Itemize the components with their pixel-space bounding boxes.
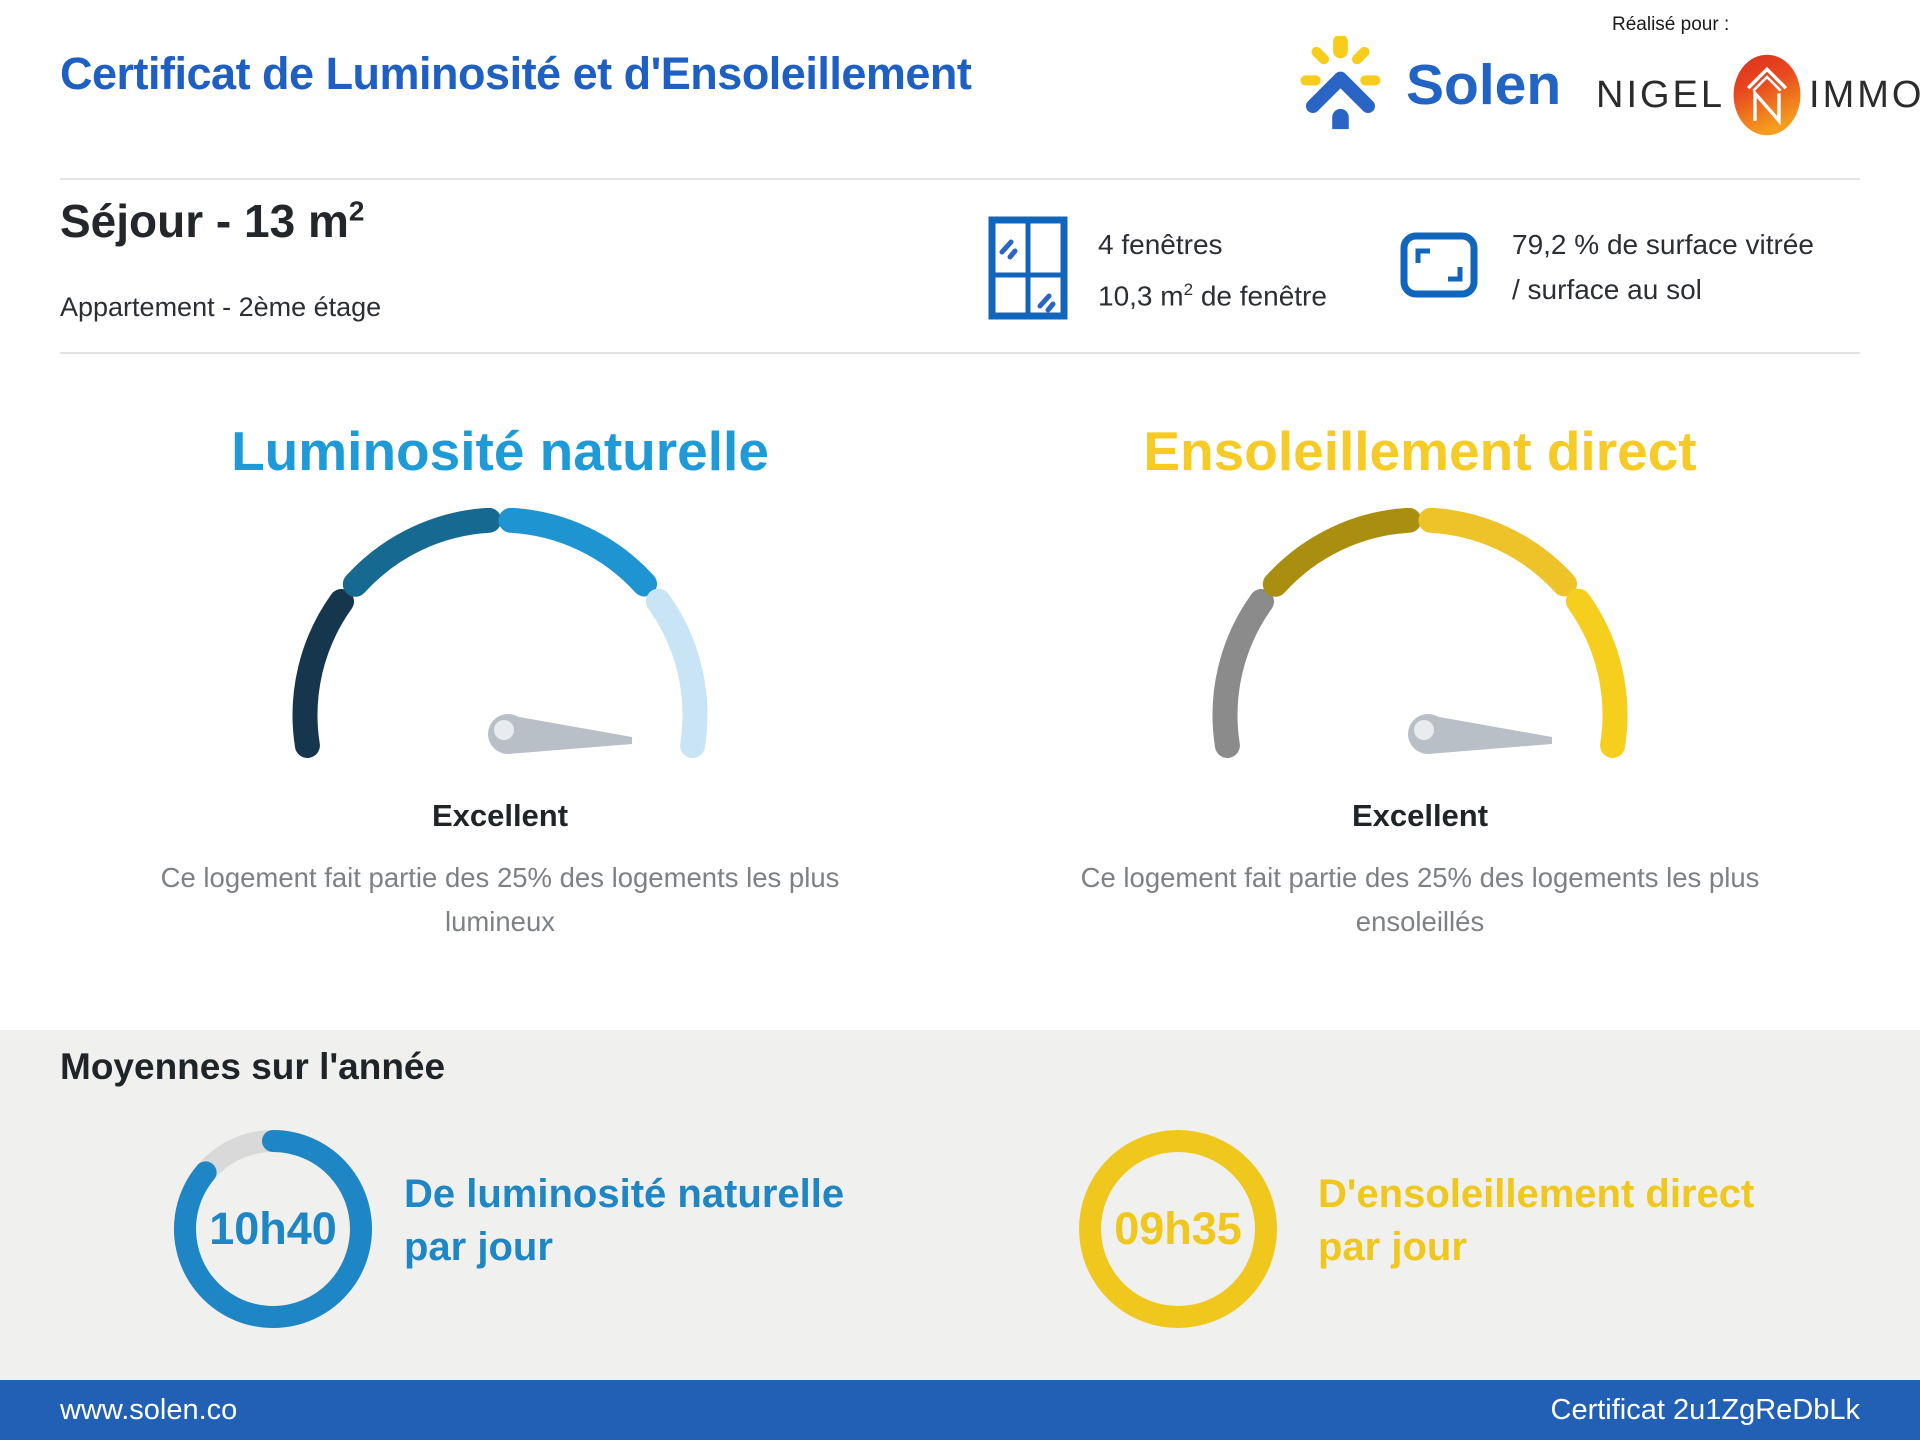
surface-icon — [1400, 232, 1478, 298]
gauge-segment-2 — [342, 508, 502, 597]
header-divider — [60, 178, 1860, 180]
gauge-segment-1 — [292, 589, 354, 758]
gauge-needle-icon — [1408, 714, 1552, 754]
averages-band — [0, 1030, 1920, 1380]
ensoleillement-rating: Excellent — [1351, 798, 1489, 833]
luminosite-description: Ce logement fait partie des 25% des loge… — [160, 862, 840, 937]
gauge-segment-4 — [1565, 588, 1628, 758]
solen-logo: Solen — [1300, 36, 1561, 134]
gauge-segment-1 — [1212, 589, 1274, 758]
progress-ring-icon — [173, 1130, 372, 1328]
certificate-id: Certificat 2u1ZgReDbLk — [1550, 1394, 1860, 1426]
immo-wordmark: IMMO — [1809, 73, 1920, 116]
room-title: Séjour - 13 m2 — [60, 194, 364, 248]
gauge-segment-4 — [645, 588, 708, 758]
glazing-ratio: 79,2 % de surface vitrée — [1512, 229, 1814, 260]
gauge-segment-3 — [1418, 508, 1577, 597]
section-divider — [60, 352, 1860, 354]
ensoleillement-description: Ce logement fait partie des 25% des loge… — [1080, 862, 1760, 937]
glazing-facts: 79,2 % de surface vitrée / surface au so… — [1512, 222, 1814, 312]
luminosite-ring: 10h40 — [168, 1124, 378, 1334]
progress-ring-icon — [1079, 1130, 1277, 1328]
averages-heading: Moyennes sur l'année — [60, 1046, 446, 1087]
luminosite-title: Luminosité naturelle — [231, 420, 769, 482]
luminosite-avg-label: De luminosité naturelle par jour — [404, 1172, 845, 1269]
luminosite-gauge — [292, 508, 708, 758]
ensoleillement-title: Ensoleillement direct — [1143, 420, 1697, 482]
solen-house-sun-icon — [1300, 36, 1381, 130]
window-icon — [988, 216, 1068, 320]
luminosite-hours: 10h40 — [209, 1203, 337, 1254]
page-title: Certificat de Luminosité et d'Ensoleille… — [60, 48, 972, 99]
ensoleillement-section: Ensoleillement direct Excellent Ce logem… — [980, 418, 1860, 944]
ensoleillement-avg-label: D'ensoleillement direct par jour — [1318, 1172, 1755, 1269]
glazing-ratio-2: / surface au sol — [1512, 274, 1702, 305]
room-title-sup: 2 — [348, 195, 365, 227]
ring-progress-arc — [173, 1130, 372, 1328]
windows-area: 10,3 m2 de fenêtre — [1098, 280, 1327, 312]
gauge-segment-2 — [1262, 508, 1422, 597]
gauge-segment-3 — [498, 508, 657, 597]
ring-full-circle — [1079, 1130, 1277, 1328]
windows-count: 4 fenêtres — [1098, 229, 1223, 260]
solen-wordmark: Solen — [1406, 53, 1562, 117]
ensoleillement-ring: 09h35 — [1073, 1124, 1283, 1334]
website-link[interactable]: www.solen.co — [60, 1394, 238, 1426]
room-subtitle: Appartement - 2ème étage — [60, 292, 382, 322]
nigel-immo-logo: NIGEL IMMO — [1596, 52, 1920, 138]
ensoleillement-gauge — [1212, 508, 1628, 758]
footer-bar: www.solen.co Certificat 2u1ZgReDbLk — [0, 1380, 1920, 1440]
nigel-wordmark: NIGEL — [1596, 73, 1726, 116]
ensoleillement-hours: 09h35 — [1114, 1203, 1242, 1254]
nigel-immo-house-icon — [1733, 54, 1801, 136]
gauge-needle-icon — [488, 714, 632, 754]
luminosite-rating: Excellent — [431, 798, 569, 833]
luminosite-section: Luminosité naturelle Excellent Ce logeme… — [60, 418, 940, 944]
room-title-text: Séjour - 13 m — [60, 195, 349, 247]
windows-facts: 4 fenêtres 10,3 m2 de fenêtre — [1098, 222, 1327, 318]
realise-pour-label: Réalisé pour : — [1612, 14, 1730, 35]
